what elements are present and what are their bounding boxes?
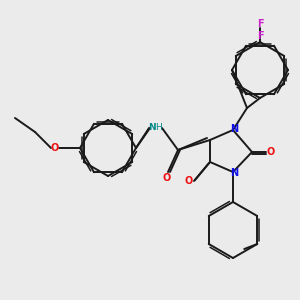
Text: O: O	[185, 176, 193, 186]
Text: F: F	[257, 19, 263, 29]
Text: N: N	[230, 168, 238, 178]
Text: N: N	[230, 124, 238, 134]
Text: H: H	[154, 124, 161, 133]
Text: N: N	[148, 124, 156, 133]
Text: O: O	[163, 173, 171, 183]
Text: F: F	[257, 31, 263, 41]
Text: O: O	[267, 147, 275, 157]
Text: O: O	[51, 143, 59, 153]
